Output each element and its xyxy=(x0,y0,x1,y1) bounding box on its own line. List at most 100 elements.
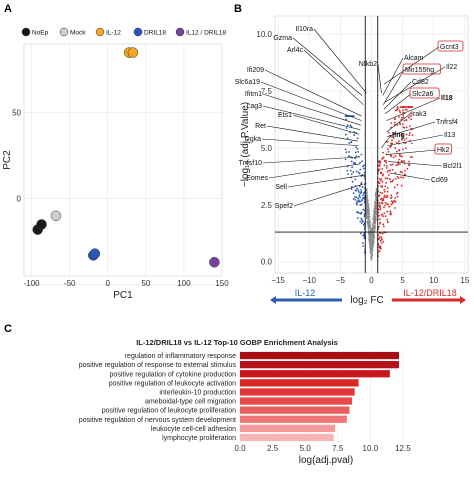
volcano-point-down xyxy=(355,196,358,199)
enrichment-category-labels: regulation of inflammatory response posit… xyxy=(79,353,237,442)
volcano-gene-label-lag3: Lag3 xyxy=(246,103,262,110)
enrichment-bar xyxy=(240,415,347,423)
volcano-x-tick-label: 10 xyxy=(429,276,438,285)
volcano-gene-label-ifitm1: Ifitm1 xyxy=(245,91,262,98)
volcano-point-down xyxy=(354,162,356,165)
volcano-x-tick-label: −10 xyxy=(302,276,316,285)
volcano-point-up xyxy=(405,109,408,111)
volcano-left-arrow-label: IL-12 xyxy=(295,288,316,298)
volcano-point-ns xyxy=(373,226,376,228)
volcano-y-axis-title: −log₁₀ (adj.P.Value) xyxy=(240,102,251,187)
volcano-point-down xyxy=(348,151,350,153)
volcano-point-up xyxy=(385,196,387,199)
volcano-x-tick-label: −5 xyxy=(336,276,346,285)
volcano-point-up xyxy=(405,119,408,122)
volcano-point-up xyxy=(386,210,389,213)
volcano-point-up xyxy=(399,170,402,173)
volcano-point-up xyxy=(390,142,392,145)
volcano-point-up xyxy=(395,150,398,153)
volcano-point-up xyxy=(394,200,397,203)
volcano-point-up xyxy=(392,156,395,159)
volcano-point-down xyxy=(360,232,362,235)
volcano-point-down xyxy=(357,197,359,200)
volcano-point-ns xyxy=(371,241,373,244)
volcano-point-ns xyxy=(369,250,372,253)
volcano-point-up xyxy=(384,201,387,204)
volcano-point-up xyxy=(407,116,410,119)
volcano-point-ns xyxy=(366,197,369,200)
volcano-point-up xyxy=(400,116,403,119)
volcano-point-up xyxy=(403,173,406,176)
volcano-point-ns xyxy=(367,215,370,218)
enrichment-bar xyxy=(240,370,390,378)
volcano-gene-label-hk2: Hk2 xyxy=(437,147,450,154)
volcano-label-leader xyxy=(381,134,392,149)
enrichment-category-label: ameboidal-type cell migration xyxy=(145,399,236,406)
volcano-point-down xyxy=(350,141,352,143)
volcano-gene-label-cd69: Cd69 xyxy=(431,177,448,184)
volcano-point-up xyxy=(396,106,399,108)
volcano-point-down xyxy=(357,171,360,174)
volcano-point-down xyxy=(357,150,360,153)
volcano-point-down xyxy=(360,212,363,215)
volcano-point-up xyxy=(394,147,397,149)
volcano-point-down xyxy=(353,134,356,136)
volcano-gene-label-nfkb2: Nfkb2 xyxy=(359,61,377,68)
enrichment-bar xyxy=(240,351,399,360)
volcano-label-leader xyxy=(287,174,365,188)
volcano-point-up xyxy=(400,184,403,187)
volcano-point-down xyxy=(359,161,361,164)
volcano-point-up xyxy=(402,123,404,126)
volcano-point-up xyxy=(409,106,411,108)
volcano-point-up xyxy=(406,167,409,170)
volcano-point-up xyxy=(378,165,381,168)
volcano-point-ns xyxy=(375,213,378,216)
volcano-gene-label-ifng: Ifng xyxy=(392,132,405,139)
volcano-point-up xyxy=(379,179,382,182)
volcano-label-leader xyxy=(260,81,362,121)
volcano-label-leader xyxy=(386,113,411,133)
volcano-point-up xyxy=(396,183,399,186)
volcano-label-leader xyxy=(262,105,361,131)
volcano-point-down xyxy=(356,203,358,206)
volcano-label-leader xyxy=(383,69,405,105)
volcano-point-up xyxy=(389,146,392,148)
enrichment-category-label: positive regulation of cytokine producti… xyxy=(110,371,237,378)
volcano-point-up xyxy=(378,238,380,240)
volcano-point-up xyxy=(385,161,388,164)
volcano-point-ns xyxy=(367,208,370,211)
volcano-point-up xyxy=(390,155,393,158)
volcano-point-up xyxy=(384,204,386,207)
pca-legend-label: IL12 / DRIL18 xyxy=(186,30,226,37)
volcano-point-ns xyxy=(372,238,375,241)
volcano-point-down xyxy=(351,180,354,183)
volcano-point-down xyxy=(345,127,348,129)
volcano-point-up xyxy=(378,218,381,221)
volcano-point-down xyxy=(356,137,359,140)
volcano-point-ns xyxy=(367,218,369,221)
volcano-gene-label-dgka: Dgka xyxy=(245,136,261,143)
volcano-point-down xyxy=(357,189,360,192)
enrichment-bars xyxy=(240,351,399,442)
volcano-y-tick-label: 5.0 xyxy=(261,144,273,153)
volcano-point-ns xyxy=(366,199,369,202)
volcano-label-leader xyxy=(389,172,431,181)
volcano-point-up xyxy=(400,155,403,158)
volcano-point-down xyxy=(352,192,355,195)
pca-point-dril18 xyxy=(89,248,101,259)
volcano-point-down xyxy=(344,133,347,136)
enrichment-x-ticks: 0.0 2.5 5.0 7.5 10.0 12.5 xyxy=(234,444,411,453)
volcano-point-down xyxy=(363,232,366,235)
pca-legend-key xyxy=(95,27,105,37)
volcano-point-up xyxy=(402,106,405,108)
volcano-point-up xyxy=(395,164,398,167)
volcano-point-up xyxy=(394,171,397,174)
volcano-point-up xyxy=(399,163,401,166)
volcano-x-tick-label: 5 xyxy=(400,276,405,285)
volcano-point-up xyxy=(388,177,391,180)
volcano-gene-label-ets1: Ets1 xyxy=(278,112,292,119)
volcano-point-up xyxy=(401,134,404,136)
volcano-point-down xyxy=(355,146,357,149)
volcano-point-down xyxy=(356,217,359,219)
volcano-gene-label-box xyxy=(434,143,453,155)
